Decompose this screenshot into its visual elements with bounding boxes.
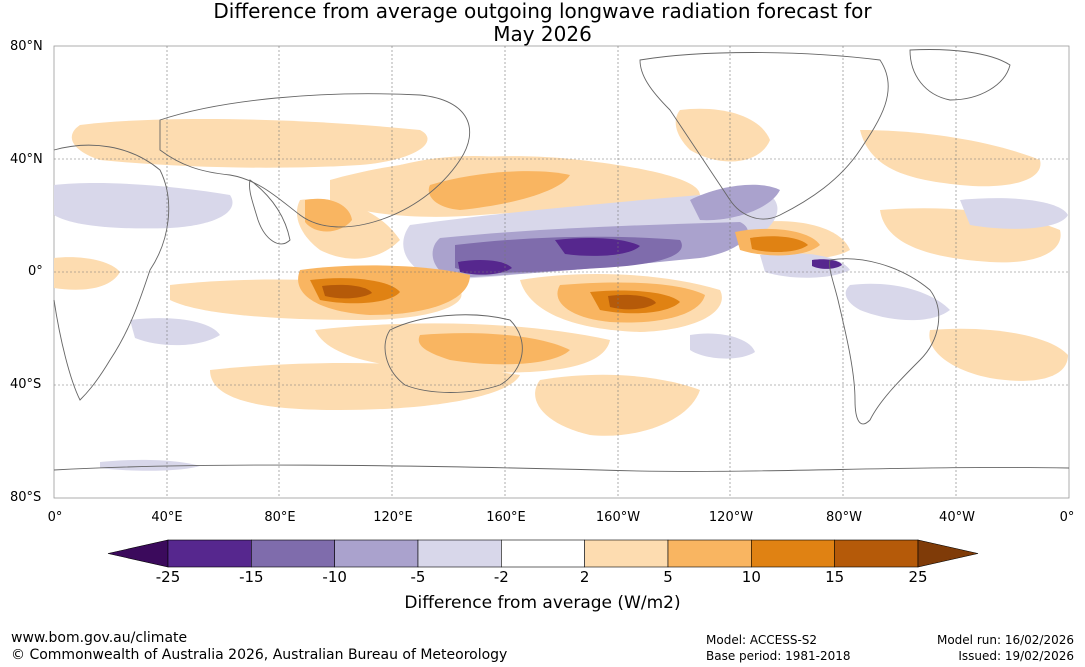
- lat-label-40s: 40°S: [10, 377, 42, 392]
- colorbar-tick-label: -25: [155, 568, 181, 586]
- lat-label-0: 0°: [28, 264, 43, 279]
- anomaly-region-mexico-positive: [675, 108, 770, 162]
- colorbar-segment: [584, 539, 669, 568]
- colorbar-tick-label: -5: [410, 568, 426, 586]
- footer-model: Model: ACCESS-S2: [706, 633, 818, 647]
- colorbar-arrow-high: [917, 539, 979, 568]
- footer-model-info: Model: ACCESS-S2 Base period: 1981-2018: [706, 632, 851, 664]
- lat-label-80n: 80°N: [10, 39, 43, 54]
- chart-title: Difference from average outgoing longwav…: [0, 0, 1085, 46]
- colorbar-segment: [751, 539, 835, 568]
- anomaly-region-antarctic-negative: [100, 459, 200, 471]
- anomaly-region-colombia-extreme-negative: [812, 259, 842, 269]
- anomaly-region-south-atlantic-positive: [929, 328, 1068, 381]
- colorbar-segment: [501, 539, 585, 568]
- lat-label-40n: 40°N: [10, 152, 43, 167]
- coastline-greenland: [909, 49, 1011, 101]
- footer-source: www.bom.gov.au/climate © Commonwealth of…: [11, 630, 507, 664]
- chart-title-line1: Difference from average outgoing longwav…: [213, 0, 872, 23]
- colorbar-tick-label: 25: [908, 568, 928, 586]
- gridlines: [54, 46, 1069, 498]
- lon-label-80w: 80°W: [826, 510, 862, 525]
- lon-label-120e: 120°E: [373, 510, 413, 525]
- footer-url[interactable]: www.bom.gov.au/climate: [11, 630, 188, 646]
- anomaly-region-southern-indian-positive: [210, 363, 520, 410]
- lon-label-40w: 40°W: [939, 510, 975, 525]
- colorbar-tick-label: -2: [493, 568, 509, 586]
- coastline-india: [249, 179, 291, 245]
- anomaly-fields: [54, 108, 1068, 471]
- anomaly-region-amazon-negative: [845, 283, 950, 321]
- anomaly-region-madagascar-negative: [130, 318, 220, 346]
- anomaly-region-se-pacific-extreme-positive: [608, 294, 656, 310]
- coastline-north-america: [639, 52, 889, 220]
- colorbar-segment: [167, 539, 252, 568]
- lon-label-160e: 160°E: [486, 510, 526, 525]
- anomaly-region-indonesia-extreme-positive: [322, 284, 372, 299]
- lon-label-0-right: 0°: [1059, 510, 1075, 525]
- lon-label-160w: 160°W: [595, 510, 641, 525]
- colorbar: [107, 539, 979, 568]
- anomaly-region-date-line-extreme-negative: [555, 238, 640, 256]
- colorbar-tick-label: 10: [741, 568, 761, 586]
- footer-copyright: © Commonwealth of Australia 2026, Austra…: [11, 647, 508, 663]
- colorbar-segment: [834, 539, 919, 568]
- lon-label-120w: 120°W: [708, 510, 754, 525]
- coastline-australia: [384, 314, 523, 393]
- anomaly-region-asia-positive: [71, 118, 428, 168]
- coastline-antarctica: [53, 464, 1070, 472]
- anomaly-region-nw-pacific-orange: [428, 171, 570, 210]
- anomaly-region-gulf-negative: [690, 184, 780, 221]
- anomaly-region-south-pacific-positive: [535, 374, 700, 436]
- colorbar-segment: [667, 539, 752, 568]
- colorbar-arrow-low: [107, 539, 169, 568]
- anomaly-region-africa-positive: [54, 257, 120, 290]
- colorbar-tick-label: -15: [239, 568, 264, 586]
- footer-model-run: Model run: 16/02/2026: [936, 633, 1074, 647]
- anomaly-region-arabia-negative: [54, 183, 233, 229]
- lon-label-80e: 80°E: [264, 510, 296, 525]
- anomaly-region-west-pacific-extreme-negative: [458, 260, 512, 275]
- colorbar-title: Difference from average (W/m2): [404, 593, 681, 613]
- lon-label-0-left: 0°: [47, 510, 63, 525]
- footer-issued: Issued: 19/02/2026: [958, 649, 1074, 663]
- anomaly-region-east-pacific-strong-positive: [750, 236, 808, 253]
- colorbar-tick-label: 5: [663, 568, 673, 586]
- lat-label-80s: 80°S: [10, 490, 42, 505]
- anomaly-region-south-pacific-negative: [690, 333, 755, 359]
- coastlines: [53, 49, 1070, 472]
- anomaly-region-east-pacific-negative: [760, 253, 850, 278]
- coastline-south-america: [829, 258, 940, 425]
- colorbar-segment: [417, 539, 502, 568]
- colorbar-tick-label: -10: [322, 568, 347, 586]
- coastline-africa: [53, 144, 170, 401]
- colorbar-segment: [334, 539, 419, 568]
- coastline-eurasia: [159, 93, 470, 228]
- footer-base-period: Base period: 1981-2018: [706, 649, 851, 663]
- colorbar-segment: [251, 539, 335, 568]
- lon-label-40e: 40°E: [151, 510, 183, 525]
- anomaly-region-atlantic-negative: [960, 198, 1068, 229]
- colorbar-tick-label: 2: [579, 568, 590, 586]
- anomaly-region-australia-orange: [418, 333, 570, 365]
- anomaly-region-atlantic-positive: [860, 130, 1041, 187]
- colorbar-tick-label: 15: [825, 568, 845, 586]
- chart-title-line2: May 2026: [493, 22, 592, 46]
- footer-dates: Model run: 16/02/2026 Issued: 19/02/2026: [937, 632, 1074, 664]
